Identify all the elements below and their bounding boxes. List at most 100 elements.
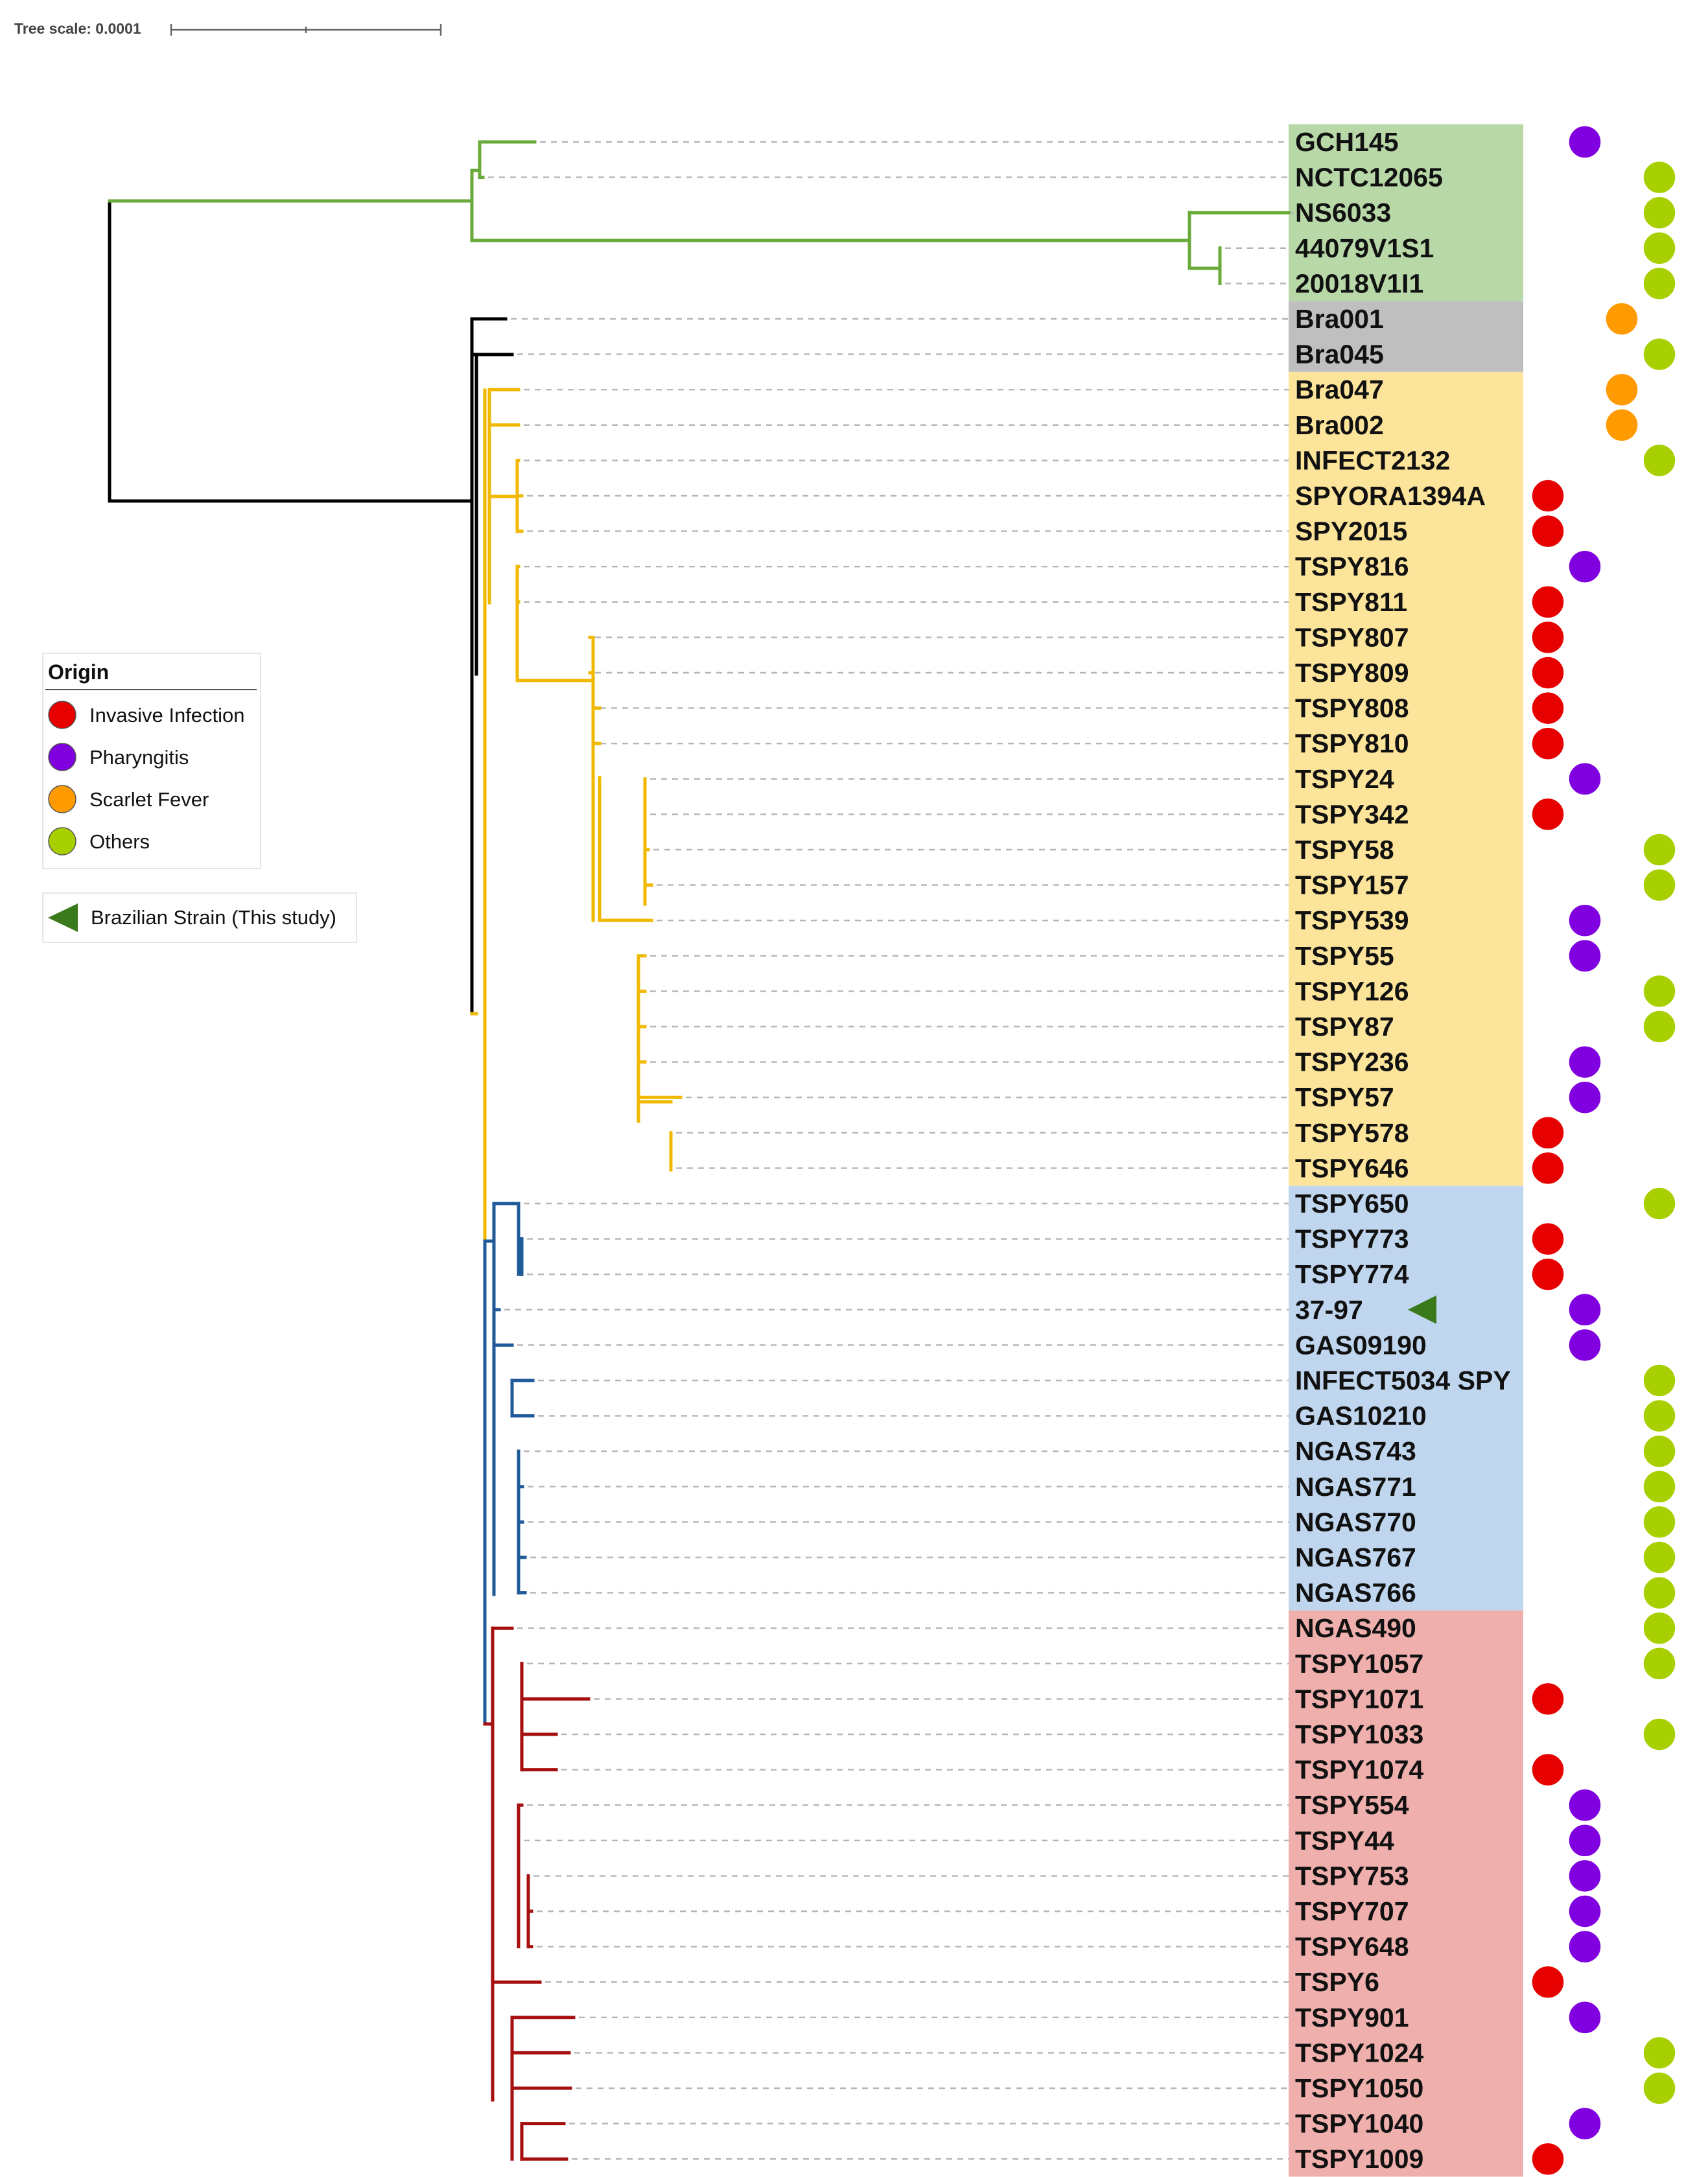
leaf-label-gas10210: GAS10210 xyxy=(1295,1401,1427,1431)
origin-marker-tspy646 xyxy=(1531,1151,1565,1185)
origin-marker-tspy811 xyxy=(1531,585,1565,619)
origin-marker-tspy157 xyxy=(1643,868,1676,902)
origin-marker-tspy648 xyxy=(1568,1929,1602,1964)
legend-scarlet-swatch xyxy=(48,785,76,813)
origin-marker-37-97 xyxy=(1568,1293,1602,1327)
leaf-label-spyora1394a: SPYORA1394A xyxy=(1295,481,1486,511)
origin-marker-ngas771 xyxy=(1643,1470,1676,1504)
origin-marker-tspy807 xyxy=(1531,620,1565,655)
legend-origin: Origin Invasive Infection Pharyngitis Sc… xyxy=(42,653,261,869)
legend-title: Origin xyxy=(48,660,109,684)
legend-others-label: Others xyxy=(89,830,150,853)
legend-scarlet-label: Scarlet Fever xyxy=(89,788,209,811)
origin-marker-tspy707 xyxy=(1568,1894,1602,1928)
leaf-label-37-97: 37-97 xyxy=(1295,1295,1363,1325)
leaf-label-tspy810: TSPY810 xyxy=(1295,728,1409,758)
origin-marker-gas10210 xyxy=(1643,1399,1676,1433)
band-blue xyxy=(1289,1185,1523,1611)
leaf-label-infect5034-spy: INFECT5034 SPY xyxy=(1295,1366,1511,1395)
origin-marker-tspy236 xyxy=(1568,1045,1602,1079)
tree-scale-label: Tree scale: 0.0001 xyxy=(14,20,141,37)
leaf-label-ngas766: NGAS766 xyxy=(1295,1578,1416,1608)
origin-marker-tspy810 xyxy=(1531,727,1565,760)
band-gray xyxy=(1289,301,1523,372)
leaf-label-spy2015: SPY2015 xyxy=(1295,517,1407,546)
leaf-label-tspy753: TSPY753 xyxy=(1295,1861,1409,1891)
band-green xyxy=(1289,124,1523,301)
origin-markers xyxy=(1531,125,1676,2176)
origin-marker-tspy1057 xyxy=(1643,1647,1676,1681)
leaf-label-tspy816: TSPY816 xyxy=(1295,552,1409,581)
leaf-label-tspy6: TSPY6 xyxy=(1295,1967,1379,1997)
leaf-label-tspy807: TSPY807 xyxy=(1295,622,1409,652)
legend-invasive-label: Invasive Infection xyxy=(89,704,245,727)
leaf-label-gas09190: GAS09190 xyxy=(1295,1330,1427,1360)
leaf-label-tspy236: TSPY236 xyxy=(1295,1047,1409,1077)
legend-pharyngitis-label: Pharyngitis xyxy=(89,746,189,769)
origin-marker-tspy24 xyxy=(1568,762,1602,796)
tree-branches xyxy=(108,140,1291,2161)
origin-marker-tspy6 xyxy=(1531,1965,1565,1999)
leaf-label-tspy58: TSPY58 xyxy=(1295,835,1394,865)
leaf-label-tspy1024: TSPY1024 xyxy=(1295,2038,1423,2067)
legend-invasive-swatch xyxy=(48,701,76,729)
origin-marker-nctc12065 xyxy=(1643,160,1676,194)
origin-marker-gas09190 xyxy=(1568,1328,1602,1362)
leaf-label-tspy126: TSPY126 xyxy=(1295,976,1409,1006)
leaf-label-bra045: Bra045 xyxy=(1295,340,1384,369)
leaf-label-tspy707: TSPY707 xyxy=(1295,1896,1409,1926)
origin-marker-ngas767 xyxy=(1643,1541,1676,1574)
origin-marker-tspy342 xyxy=(1531,797,1565,832)
origin-marker-tspy650 xyxy=(1643,1187,1676,1220)
leaf-label-tspy1040: TSPY1040 xyxy=(1295,2109,1423,2139)
leaf-labels: GCH145 NCTC12065 NS6033 44079V1S1 20018V1I1 B… xyxy=(1295,127,1511,2174)
leaf-label-tspy901: TSPY901 xyxy=(1295,2003,1409,2032)
leaf-label-tspy55: TSPY55 xyxy=(1295,941,1394,971)
origin-marker-infect2132 xyxy=(1643,443,1676,478)
origin-marker-20018v1i1 xyxy=(1643,266,1676,301)
origin-marker-bra001 xyxy=(1605,302,1639,336)
leaf-label-ngas743: NGAS743 xyxy=(1295,1436,1416,1466)
origin-marker-tspy1040 xyxy=(1568,2106,1602,2141)
origin-marker-ngas770 xyxy=(1643,1505,1676,1539)
band-red xyxy=(1289,1610,1523,2177)
legend-strain: Brazilian Strain (This study) xyxy=(42,892,357,943)
brazilian-strain-marker-icon xyxy=(1408,1295,1436,1324)
leaf-label-tspy57: TSPY57 xyxy=(1295,1082,1394,1112)
origin-marker-ngas490 xyxy=(1643,1611,1676,1645)
legend-strain-label: Brazilian Strain (This study) xyxy=(91,906,336,929)
leaf-label-tspy1057: TSPY1057 xyxy=(1295,1649,1423,1679)
origin-marker-tspy1024 xyxy=(1643,2036,1676,2070)
leaf-label-ns6033: NS6033 xyxy=(1295,198,1391,227)
leaf-label-tspy773: TSPY773 xyxy=(1295,1224,1409,1254)
origin-marker-tspy773 xyxy=(1531,1222,1565,1256)
leaf-label-tspy1050: TSPY1050 xyxy=(1295,2073,1423,2103)
leaf-label-nctc12065: NCTC12065 xyxy=(1295,163,1443,192)
origin-marker-tspy539 xyxy=(1568,903,1602,937)
legend-brazil-triangle-icon xyxy=(48,903,78,932)
leaf-label-bra001: Bra001 xyxy=(1295,304,1384,334)
origin-marker-tspy57 xyxy=(1568,1080,1602,1114)
origin-marker-tspy901 xyxy=(1568,2001,1602,2034)
origin-marker-tspy44 xyxy=(1568,1824,1602,1857)
origin-marker-tspy55 xyxy=(1568,939,1602,973)
tree-scale: Tree scale: 0.0001 xyxy=(14,20,442,37)
origin-marker-tspy1074 xyxy=(1531,1752,1565,1787)
leaf-label-tspy808: TSPY808 xyxy=(1295,693,1409,723)
leaf-label-ngas490: NGAS490 xyxy=(1295,1613,1416,1643)
origin-marker-bra045 xyxy=(1643,337,1676,371)
leaf-label-tspy578: TSPY578 xyxy=(1295,1118,1409,1148)
origin-marker-tspy1009 xyxy=(1531,2142,1565,2176)
origin-marker-spy2015 xyxy=(1531,514,1565,548)
origin-marker-tspy774 xyxy=(1531,1257,1565,1291)
leaf-label-tspy774: TSPY774 xyxy=(1295,1259,1409,1289)
leaf-label-tspy1033: TSPY1033 xyxy=(1295,1719,1423,1749)
origin-marker-spyora1394a xyxy=(1531,479,1565,513)
leaf-label-tspy1071: TSPY1071 xyxy=(1295,1684,1423,1714)
origin-marker-tspy816 xyxy=(1568,550,1602,583)
leaf-label-ngas770: NGAS770 xyxy=(1295,1507,1416,1537)
leaf-label-bra047: Bra047 xyxy=(1295,375,1384,404)
leaf-label-tspy648: TSPY648 xyxy=(1295,1932,1409,1962)
leaf-label-infect2132: INFECT2132 xyxy=(1295,445,1450,475)
legend-pharyngitis-swatch xyxy=(48,743,76,771)
